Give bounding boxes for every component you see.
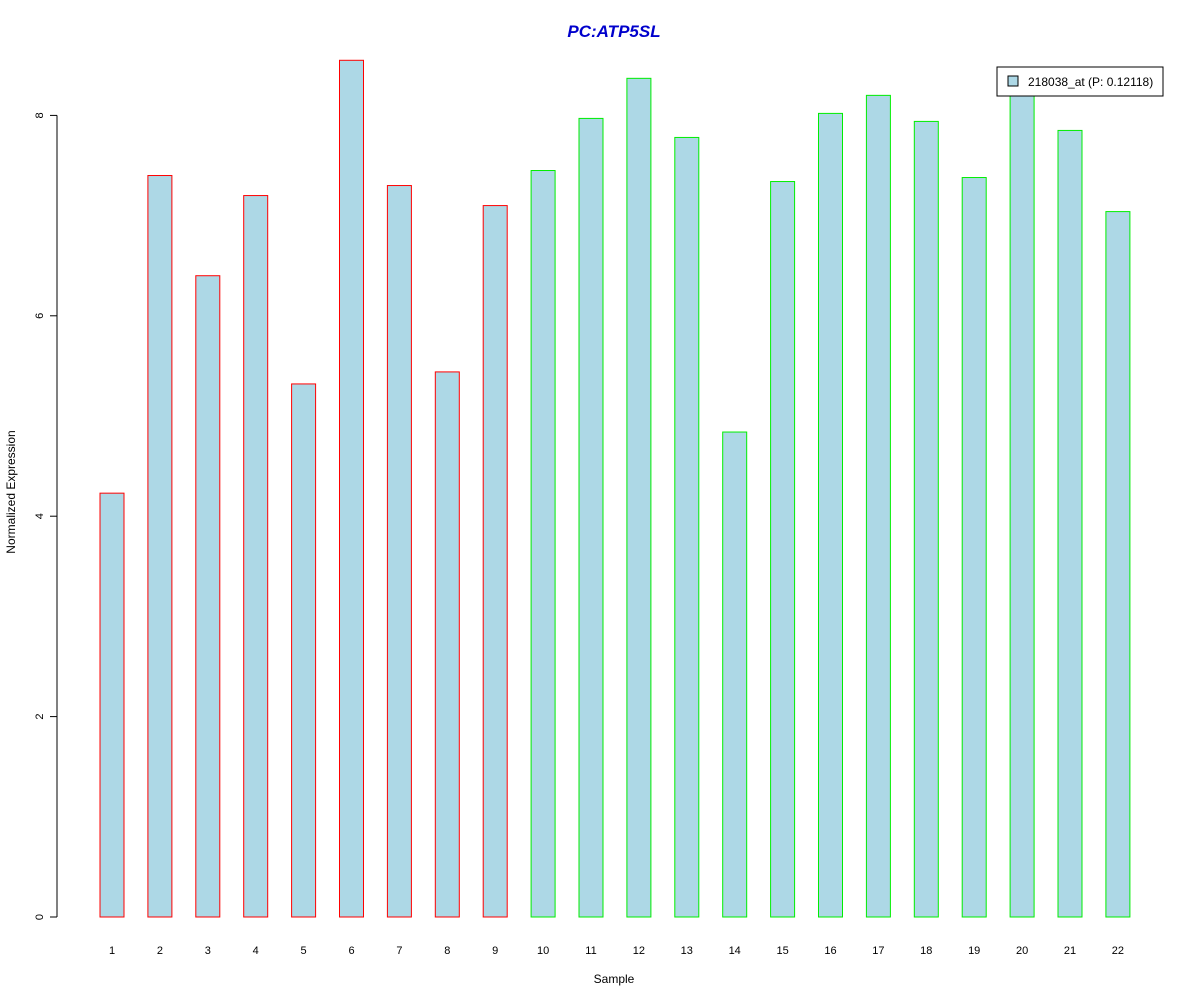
x-tick-label: 6 (348, 945, 354, 957)
bars (99, 59, 1131, 918)
legend-box (996, 66, 1164, 97)
bar-sample-4 (243, 195, 269, 918)
x-tick-label: 5 (301, 945, 307, 957)
bar-sample-3 (195, 275, 221, 918)
x-tick-label: 17 (872, 945, 884, 957)
legend-swatch (1007, 75, 1019, 87)
x-tick-label: 19 (968, 945, 980, 957)
bar-sample-12 (626, 77, 652, 918)
x-tick-label: 22 (1112, 945, 1124, 957)
y-tick-label: 2 (34, 714, 46, 720)
x-tick-label: 18 (920, 945, 932, 957)
bar-sample-15 (770, 181, 796, 918)
bar-sample-7 (386, 185, 412, 918)
x-tick-label: 12 (633, 945, 645, 957)
y-tick-label: 4 (34, 513, 46, 519)
bar-sample-19 (961, 177, 987, 918)
x-axis-label: Sample (594, 972, 635, 986)
x-axis-tick-labels: 1 2 3 4 5 6 7 8 9 10 11 12 13 14 15 16 17 18 19 20 21 22 (109, 945, 1124, 957)
bar-sample-1 (99, 492, 125, 918)
bar-sample-22 (1105, 211, 1131, 918)
bar-sample-8 (434, 371, 460, 918)
bar-sample-10 (530, 170, 556, 918)
bar-sample-18 (913, 120, 939, 918)
bar-sample-17 (865, 94, 891, 918)
x-tick-label: 13 (681, 945, 693, 957)
y-axis-label: Normalized Expression (4, 430, 18, 553)
y-axis: 0 2 4 6 8 (34, 112, 58, 920)
x-tick-label: 1 (109, 945, 115, 957)
bar-sample-13 (674, 136, 700, 918)
bar-sample-11 (578, 117, 604, 918)
y-tick-label: 6 (34, 313, 46, 319)
x-tick-label: 3 (205, 945, 211, 957)
x-tick-label: 7 (396, 945, 402, 957)
bar-sample-20 (1009, 91, 1035, 918)
chart-title: PC:ATP5SL (567, 22, 660, 41)
bar-sample-14 (722, 431, 748, 918)
x-tick-label: 9 (492, 945, 498, 957)
x-tick-label: 10 (537, 945, 549, 957)
bar-sample-2 (147, 175, 173, 918)
x-tick-label: 15 (776, 945, 788, 957)
x-tick-label: 2 (157, 945, 163, 957)
bar-sample-5 (291, 383, 317, 918)
x-tick-label: 11 (585, 945, 596, 957)
x-tick-label: 21 (1064, 945, 1076, 957)
x-tick-label: 14 (729, 945, 741, 957)
legend: 218038_at (P: 0.12118) (996, 66, 1164, 97)
x-tick-label: 16 (824, 945, 836, 957)
x-tick-label: 8 (444, 945, 450, 957)
bar-sample-21 (1057, 129, 1083, 918)
x-tick-label: 4 (253, 945, 259, 957)
x-tick-label: 20 (1016, 945, 1028, 957)
y-tick-label: 0 (34, 914, 46, 920)
legend-entry: 218038_at (P: 0.12118) (1028, 75, 1153, 89)
bar-sample-16 (818, 112, 843, 918)
bar-sample-9 (482, 205, 508, 918)
y-tick-label: 8 (34, 112, 46, 118)
bar-sample-6 (339, 59, 364, 918)
